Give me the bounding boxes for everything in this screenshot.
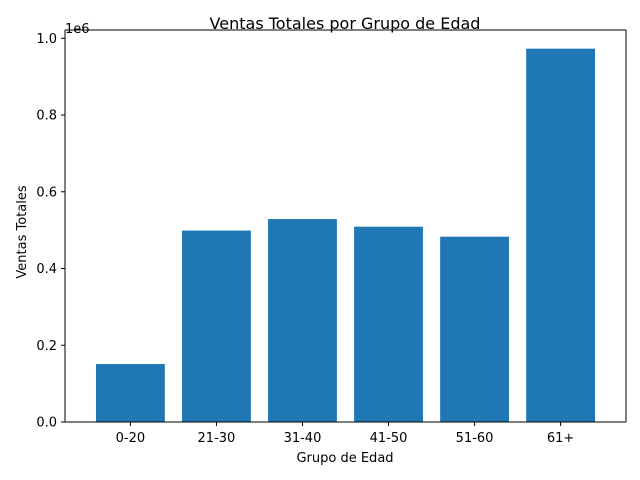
x-axis-label: Grupo de Edad bbox=[296, 451, 393, 466]
bars-layer bbox=[95, 48, 596, 423]
bar-21-30 bbox=[182, 230, 251, 422]
bar-0-20 bbox=[95, 364, 165, 422]
y-tick-label: 0.2 bbox=[36, 339, 57, 354]
bar-41-50 bbox=[354, 226, 423, 422]
bar-61+ bbox=[526, 48, 596, 423]
x-tick-label: 41-50 bbox=[370, 431, 408, 446]
x-tick-label: 31-40 bbox=[284, 431, 322, 446]
y-tick-label: 0.8 bbox=[36, 109, 57, 124]
x-tick-label: 51-60 bbox=[456, 431, 494, 446]
x-tick-label: 21-30 bbox=[198, 431, 236, 446]
y-tick-label: 1.0 bbox=[36, 32, 57, 47]
x-ticks: 0-20 21-30 31-40 41-50 51-60 61+ bbox=[116, 422, 574, 446]
axes-frame bbox=[64, 29, 627, 423]
chart-title: Ventas Totales por Grupo de Edad bbox=[210, 14, 481, 33]
y-tick-label: 0.6 bbox=[36, 185, 57, 200]
y-tick-label: 0.4 bbox=[36, 262, 57, 277]
y-axis-label: Ventas Totales bbox=[15, 185, 30, 278]
bar-31-40 bbox=[268, 219, 337, 422]
x-tick-label: 0-20 bbox=[116, 431, 146, 446]
y-tick-label: 0.0 bbox=[36, 416, 57, 431]
y-ticks: 0.0 0.2 0.4 0.6 0.8 1.0 bbox=[36, 32, 65, 431]
bar-51-60 bbox=[440, 236, 509, 422]
x-tick-label: 61+ bbox=[547, 431, 574, 446]
